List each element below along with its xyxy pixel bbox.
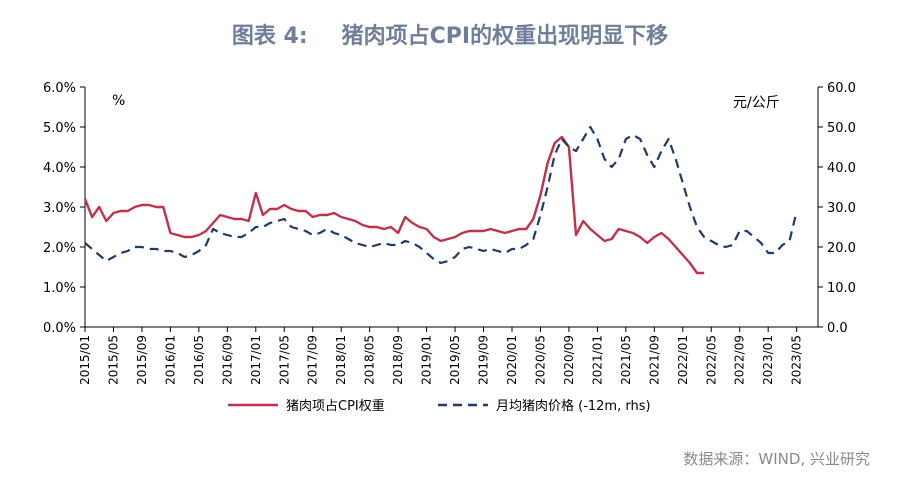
right-axis-tick-label: 0.0: [827, 321, 848, 336]
left-axis-tick-label: 1.0%: [43, 281, 76, 296]
x-axis-tick-label: 2019/09: [477, 335, 491, 385]
left-axis-unit: %: [112, 93, 125, 109]
x-axis-tick-label: 2018/05: [363, 335, 377, 385]
legend-entry: 月均猪肉价格 (-12m, rhs): [496, 398, 651, 414]
x-axis-tick-label: 2018/01: [334, 335, 348, 385]
x-axis-tick-label: 2015/01: [78, 335, 92, 385]
x-axis-tick-label: 2015/09: [135, 335, 149, 385]
x-axis-tick-label: 2021/01: [590, 335, 604, 385]
left-axis-tick-label: 2.0%: [43, 241, 76, 256]
x-axis-tick-label: 2022/01: [676, 335, 690, 385]
x-axis-tick-label: 2022/09: [733, 335, 747, 385]
series-line-pork-price: [84, 125, 798, 265]
right-axis-tick-label: 20.0: [827, 241, 856, 256]
x-axis-tick-label: 2019/05: [448, 335, 462, 385]
x-axis-tick-label: 2023/05: [790, 335, 804, 385]
title-label: 图表 4:: [231, 24, 308, 49]
x-axis-tick-label: 2017/09: [306, 335, 320, 385]
legend-entry: 猪肉项占CPI权重: [286, 398, 385, 414]
right-axis-tick-label: 50.0: [827, 121, 856, 136]
left-axis-tick-label: 3.0%: [43, 201, 76, 216]
right-axis-tick-label: 30.0: [827, 201, 856, 216]
right-axis-tick-label: 40.0: [827, 161, 856, 176]
left-axis-tick-label: 4.0%: [43, 161, 76, 176]
x-axis-tick-label: 2020/09: [562, 335, 576, 385]
x-axis-tick-label: 2023/01: [761, 335, 775, 385]
series-line-pork-weight: [83, 135, 705, 275]
x-axis-tick-label: 2016/05: [192, 335, 206, 385]
source-note: 数据来源：WIND, 兴业研究: [683, 450, 870, 468]
x-axis-tick-label: 2017/01: [249, 335, 263, 385]
chart-title: 图表 4: 猪肉项占CPI的权重出现明显下移: [0, 18, 900, 50]
right-axis-tick-label: 10.0: [827, 281, 856, 296]
x-axis-tick-label: 2022/05: [704, 335, 718, 385]
left-axis-tick-label: 6.0%: [43, 81, 76, 96]
x-axis-tick-label: 2015/05: [106, 335, 120, 385]
left-axis-tick-label: 0.0%: [43, 321, 76, 336]
right-axis-unit: 元/公斤: [733, 95, 780, 111]
x-axis-tick-label: 2016/01: [163, 335, 177, 385]
left-axis-tick-label: 5.0%: [43, 121, 76, 136]
right-axis-tick-label: 60.0: [827, 81, 856, 96]
x-axis-tick-label: 2020/05: [533, 335, 547, 385]
x-axis-tick-label: 2021/09: [647, 335, 661, 385]
x-axis-tick-label: 2019/01: [420, 335, 434, 385]
x-axis-tick-label: 2016/09: [220, 335, 234, 385]
x-axis-tick-label: 2021/05: [619, 335, 633, 385]
x-axis-tick-label: 2017/05: [277, 335, 291, 385]
title-text: 猪肉项占CPI的权重出现明显下移: [341, 24, 669, 49]
x-axis-tick-label: 2020/01: [505, 335, 519, 385]
x-axis-tick-label: 2018/09: [391, 335, 405, 385]
